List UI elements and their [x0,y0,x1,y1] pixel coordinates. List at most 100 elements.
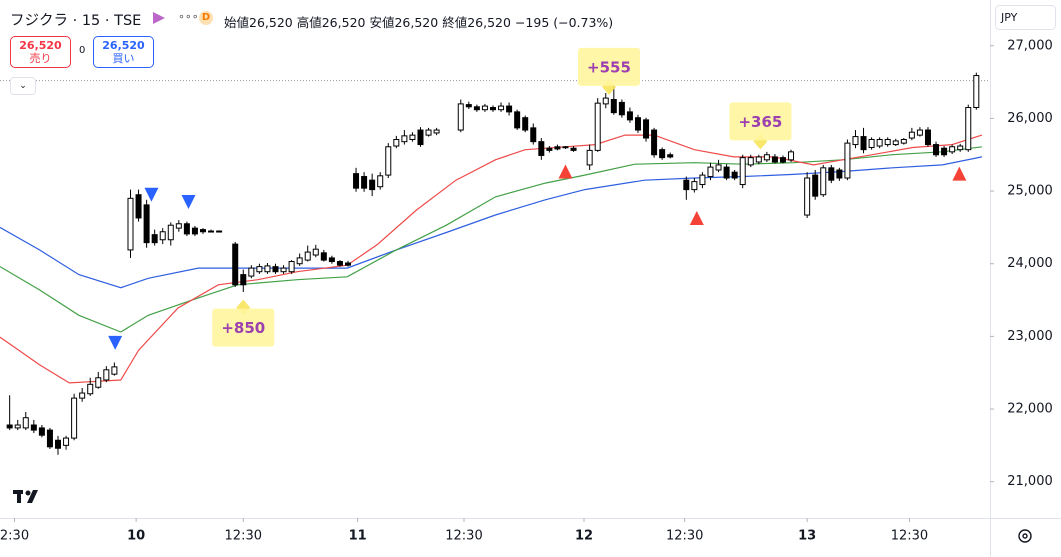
candle-body [312,248,319,256]
candle-body [87,383,94,395]
candle-body [328,257,335,263]
candle-body [385,146,392,176]
y-tick-label: 27,000 [1007,38,1053,53]
candle-body [538,141,545,156]
candle-body [546,147,553,151]
x-tick-label: 11 [349,529,367,544]
candle-body [473,106,480,111]
x-tick-label: 13 [798,529,816,544]
candle-body [353,173,360,189]
ohlc-close: 終値26,520 [442,15,511,30]
candle-body [296,257,303,265]
x-tick-label: 12:30 [445,529,482,544]
candle-body [852,136,859,146]
candle-body [908,131,915,139]
sell-price: 26,520 [19,39,62,52]
y-tick-label: 22,000 [1007,402,1053,417]
candle-body [973,75,980,109]
candle-body [95,377,102,388]
candle-body [361,176,368,189]
candle-body [731,171,738,179]
buy-price: 26,520 [102,39,145,52]
ohlc-open: 始値26,520 [224,15,293,30]
ohlc-low: 安値26,520 [369,15,439,30]
annotation: +365 [729,102,792,150]
signal-marker [952,166,967,181]
candle-body [747,157,754,166]
currency-label: JPY [1000,11,1018,24]
candle-body [457,103,464,131]
candle-body [763,154,770,161]
candle-body [433,129,440,134]
annotation-box [577,47,640,86]
candle-body [659,149,666,159]
candle-body [143,204,150,244]
x-tick-label: 12:30 [891,529,928,544]
candle-body [288,261,295,273]
candle-body [344,262,351,266]
candle-body [957,145,964,151]
x-tick-label: 12 [575,529,593,544]
candle-body [264,265,271,273]
spread: 0 [79,45,86,56]
annotation-text: +850 [221,319,265,337]
candle-body [634,117,641,131]
candle-body [54,439,61,449]
candle-body [933,144,940,156]
candle-body [159,231,166,241]
plot-area: +850 +555 +365 [0,47,990,455]
candle-body [167,224,174,241]
moving-average-line [0,134,983,384]
candle-body [610,99,617,114]
candle-body [522,117,529,131]
header: フジクラ · 15 · TSE ∘∘∘ D 始値26,520 高値26,520 … [0,0,990,100]
candle-body [304,251,311,261]
annotation: +555 [577,47,640,95]
candle-body [771,156,778,163]
sell-button[interactable]: 26,520 売り [10,36,71,68]
candle-body [586,149,593,166]
buy-button[interactable]: 26,520 買い [93,36,154,68]
settings-button[interactable] [1018,529,1032,543]
candle-body [836,169,843,179]
candle-body [739,157,746,186]
candle-body [191,227,198,235]
candle-body [151,234,158,244]
candle-body [127,197,134,251]
annotation-box [212,308,275,347]
candle-body [949,146,956,153]
candle-body [393,138,400,147]
candle-body [804,177,811,216]
x-tick-label: 12:30 [666,529,703,544]
symbol-box[interactable]: フジクラ · 15 · TSE ∘∘∘ D [3,5,213,31]
annotation-text: +365 [738,113,782,131]
candle-body [530,127,537,143]
symbol-name: フジクラ · 15 · TSE [10,13,142,29]
candle-body [788,151,795,161]
currency-button[interactable]: JPY [995,5,1056,30]
candle-body [626,111,633,121]
candle-body [135,194,142,219]
candle-body [812,174,819,197]
candle-body [667,154,674,158]
candle-body [216,230,223,233]
collapse-button[interactable]: ⌄ [10,77,36,95]
ohlc: 始値26,520 高値26,520 安値26,520 終値26,520 −195… [224,12,613,31]
candle-body [22,417,29,429]
y-tick-label: 24,000 [1007,256,1053,271]
candle-body [779,157,786,163]
ohlc-high: 高値26,520 [296,15,366,30]
candle-body [683,179,690,191]
candle-body [417,129,424,146]
candle-body [594,102,601,151]
x-tick-label: 12:30 [225,529,262,544]
candle-body [320,252,327,261]
candle-body [643,119,650,139]
candle-body [425,129,432,136]
candle-body [651,129,658,156]
more-icon[interactable]: ∘∘∘ [178,10,199,23]
candle-body [924,129,931,146]
candle-body [240,274,247,286]
candle-body [707,166,714,178]
